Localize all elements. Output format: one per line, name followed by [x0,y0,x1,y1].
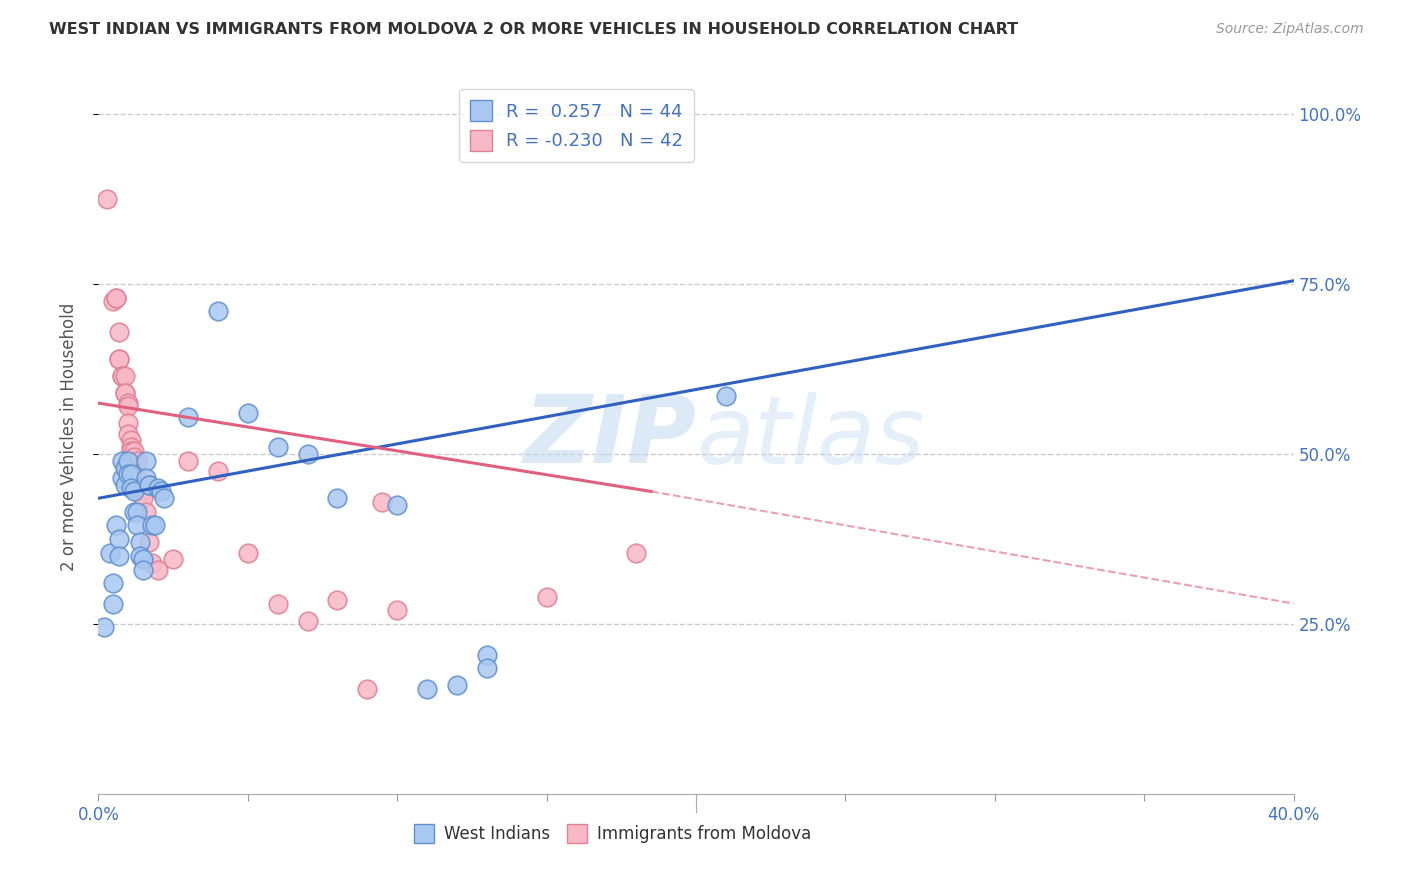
Point [117,467,139,482]
Point [135,471,157,485]
Point [120,481,142,495]
Point [132,491,155,506]
Point [207,464,229,478]
Point [117,417,139,431]
Point [714,389,737,403]
Point [120,443,142,458]
Point [297,614,319,628]
Point [385,498,409,512]
Point [416,681,439,696]
Point [127,505,149,519]
Point [446,678,468,692]
Point [138,535,160,549]
Point [111,454,134,468]
Point [120,440,142,454]
Point [207,304,229,318]
Legend: West Indians, Immigrants from Moldova: West Indians, Immigrants from Moldova [408,817,817,850]
Point [105,291,128,305]
Point [93,620,115,634]
Point [117,426,139,441]
Point [108,549,131,563]
Point [141,556,163,570]
Point [129,535,152,549]
Point [108,532,131,546]
Point [124,450,146,465]
Point [124,443,146,458]
Point [114,385,136,400]
Point [120,467,142,482]
Point [475,661,498,675]
Point [124,484,146,499]
Point [148,481,170,495]
Point [105,291,128,305]
Point [111,368,134,383]
Point [267,597,290,611]
Point [177,409,200,424]
Point [124,505,146,519]
Point [356,681,378,696]
Point [135,505,157,519]
Point [150,484,173,499]
Text: Source: ZipAtlas.com: Source: ZipAtlas.com [1216,22,1364,37]
Point [103,294,125,309]
Point [236,546,259,560]
Point [385,603,409,617]
Point [108,351,131,366]
Point [143,518,166,533]
Point [132,563,155,577]
Point [132,484,155,499]
Point [326,491,349,506]
Point [127,454,149,468]
Point [153,491,176,506]
Point [117,400,139,414]
Y-axis label: 2 or more Vehicles in Household: 2 or more Vehicles in Household [59,303,77,571]
Point [626,546,648,560]
Point [129,549,152,563]
Point [105,518,128,533]
Point [148,563,170,577]
Point [297,447,319,461]
Point [236,406,259,420]
Point [111,368,134,383]
Point [267,440,290,454]
Point [96,192,118,206]
Text: atlas: atlas [696,392,924,483]
Point [120,434,142,448]
Point [127,471,149,485]
Point [536,590,558,604]
Point [108,351,131,366]
Point [117,454,139,468]
Point [138,477,160,491]
Point [103,576,125,591]
Text: WEST INDIAN VS IMMIGRANTS FROM MOLDOVA 2 OR MORE VEHICLES IN HOUSEHOLD CORRELATI: WEST INDIAN VS IMMIGRANTS FROM MOLDOVA 2… [49,22,1018,37]
Point [114,385,136,400]
Point [129,481,152,495]
Point [138,477,160,491]
Point [98,546,122,560]
Point [135,454,157,468]
Point [162,552,184,566]
Point [117,396,139,410]
Point [177,454,200,468]
Point [114,368,136,383]
Point [475,648,498,662]
Point [114,477,136,491]
Point [103,597,125,611]
Text: ZIP: ZIP [523,391,696,483]
Point [114,460,136,475]
Point [326,593,349,607]
Point [127,518,149,533]
Point [108,325,131,339]
Point [371,494,394,508]
Point [132,552,155,566]
Point [111,471,134,485]
Point [141,518,163,533]
